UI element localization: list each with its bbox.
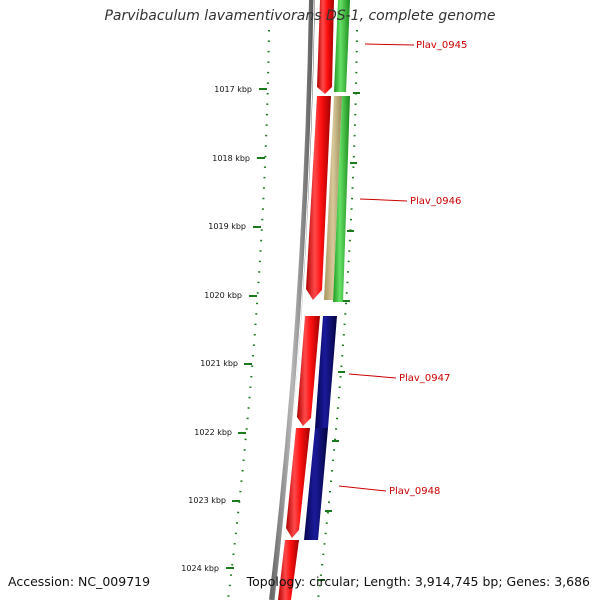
tick-label: 1017 kbp bbox=[214, 85, 252, 94]
gene-label-plav-0947: Plav_0947 bbox=[399, 373, 450, 384]
map-title: Parvibaculum lavamentivorans DS-1, compl… bbox=[104, 8, 496, 24]
tick-label: 1023 kbp bbox=[188, 496, 226, 505]
tick-label: 1019 kbp bbox=[208, 222, 246, 231]
cds-segment bbox=[297, 316, 320, 426]
gene-block-plav-0946-b bbox=[333, 96, 350, 302]
scale-track bbox=[227, 29, 270, 600]
gene-block-plav-0948 bbox=[304, 428, 328, 540]
gene-block-plav-0947 bbox=[315, 316, 337, 428]
tick-label: 1020 kbp bbox=[204, 291, 242, 300]
scale-dots-left bbox=[227, 29, 270, 600]
cds-track bbox=[278, 0, 334, 600]
gene-track bbox=[304, 0, 350, 540]
gene-leader-line bbox=[364, 43, 415, 46]
gene-block-plav-0945 bbox=[334, 0, 350, 92]
tick-label: 1024 kbp bbox=[181, 564, 219, 573]
kbp-ticks: 1017 kbp 1018 kbp 1019 kbp 1020 kbp 1021… bbox=[181, 85, 267, 573]
gene-labels: Plav_0945 Plav_0946 Plav_0947 Plav_0948 bbox=[338, 40, 467, 497]
gene-block-plav-0946-a bbox=[324, 96, 342, 300]
right-minor-ticks bbox=[318, 92, 360, 581]
genome-backbone-highlight bbox=[274, 0, 315, 600]
gene-label-plav-0946: Plav_0946 bbox=[410, 196, 461, 207]
cds-segment bbox=[278, 540, 299, 600]
tick-label: 1021 kbp bbox=[200, 359, 238, 368]
tick-label: 1018 kbp bbox=[212, 154, 250, 163]
genome-backbone bbox=[269, 0, 315, 600]
gene-leader-line bbox=[338, 485, 387, 492]
gene-leader-line bbox=[348, 373, 397, 379]
tick-label: 1022 kbp bbox=[194, 428, 232, 437]
accession-text: Accession: NC_009719 bbox=[8, 574, 151, 589]
cds-segment bbox=[317, 0, 334, 94]
genome-summary-text: Topology: circular; Length: 3,914,745 bp… bbox=[246, 574, 590, 589]
cds-segment bbox=[286, 428, 310, 538]
gene-label-plav-0948: Plav_0948 bbox=[389, 486, 440, 497]
cds-segment bbox=[306, 96, 331, 300]
gene-leader-line bbox=[359, 198, 408, 202]
gene-label-plav-0945: Plav_0945 bbox=[416, 40, 467, 51]
